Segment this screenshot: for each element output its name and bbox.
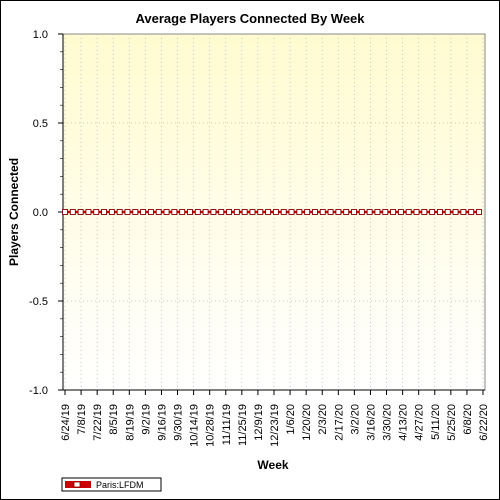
data-point xyxy=(296,209,303,215)
grid xyxy=(63,34,485,390)
x-tick-label: 4/13/20 xyxy=(398,404,410,441)
data-point xyxy=(202,209,209,215)
legend-label: Paris:LFDM xyxy=(96,480,144,490)
x-tick-label: 12/23/19 xyxy=(269,404,281,447)
data-point xyxy=(413,209,420,215)
x-tick-label: 10/14/19 xyxy=(189,404,201,447)
data-point xyxy=(335,209,342,215)
data-point xyxy=(374,209,381,215)
data-point xyxy=(163,209,170,215)
x-tick-label: 9/30/19 xyxy=(173,404,185,441)
x-tick-label: 1/6/20 xyxy=(285,404,297,435)
x-tick-label: 8/5/19 xyxy=(108,404,120,435)
data-point xyxy=(218,209,225,215)
data-point xyxy=(124,209,131,215)
y-axis: 1.0 0.5 0.0 -0.5 -1.0 xyxy=(29,29,63,397)
data-point xyxy=(140,209,147,215)
data-point xyxy=(288,209,295,215)
data-point xyxy=(101,209,108,215)
x-tick-label: 2/17/20 xyxy=(333,404,345,441)
data-point xyxy=(108,209,115,215)
x-tick-label: 6/22/20 xyxy=(478,404,490,441)
data-point xyxy=(397,209,404,215)
data-point xyxy=(210,209,217,215)
data-point xyxy=(62,209,68,215)
data-point xyxy=(272,209,279,215)
data-point xyxy=(436,209,443,215)
x-tick-label: 6/24/19 xyxy=(60,404,72,441)
legend: Paris:LFDM xyxy=(61,477,162,492)
data-point xyxy=(179,209,186,215)
data-point xyxy=(452,209,459,215)
x-axis: 6/24/19 7/8/19 7/22/19 8/5/19 8/19/19 9/2/19 9… xyxy=(60,390,490,447)
data-point xyxy=(265,209,272,215)
data-point xyxy=(85,209,92,215)
x-tick-label: 5/11/20 xyxy=(430,404,442,440)
data-point xyxy=(358,209,365,215)
x-tick-label: 12/9/19 xyxy=(253,404,265,441)
data-point xyxy=(147,209,154,215)
x-tick-label: 9/2/19 xyxy=(140,404,152,435)
x-tick-label: 10/28/19 xyxy=(205,404,217,447)
y-axis-label: Players Connected xyxy=(7,158,21,266)
data-point xyxy=(171,209,178,215)
data-point xyxy=(241,209,248,215)
series-paris-lfdm xyxy=(62,209,482,215)
data-point xyxy=(405,209,412,215)
y-tick-label: 1.0 xyxy=(33,29,48,41)
data-point xyxy=(132,209,139,215)
data-point xyxy=(257,209,264,215)
data-point xyxy=(280,209,287,215)
data-point xyxy=(226,209,232,215)
x-tick-label: 3/30/20 xyxy=(382,404,394,441)
x-tick-label: 7/8/19 xyxy=(76,404,88,435)
data-point xyxy=(351,209,357,215)
data-point xyxy=(194,209,201,215)
data-point xyxy=(343,209,350,215)
data-point xyxy=(319,209,326,215)
data-point xyxy=(382,209,389,215)
x-tick-label: 11/11/19 xyxy=(221,404,233,445)
data-point xyxy=(312,209,318,215)
data-point xyxy=(476,209,482,215)
x-tick-label: 9/16/19 xyxy=(156,404,168,441)
data-point xyxy=(233,209,240,215)
x-tick-label: 4/27/20 xyxy=(414,404,426,441)
data-point xyxy=(468,209,475,215)
data-point xyxy=(421,209,428,215)
data-point xyxy=(155,209,162,215)
y-tick-label: 0.0 xyxy=(33,207,48,219)
data-point xyxy=(249,209,256,215)
x-tick-label: 8/19/19 xyxy=(124,404,136,441)
data-point xyxy=(69,209,76,215)
x-tick-label: 11/25/19 xyxy=(237,404,249,446)
x-tick-label: 5/25/20 xyxy=(446,404,458,441)
data-point xyxy=(304,209,311,215)
x-tick-label: 2/3/20 xyxy=(317,404,329,435)
y-tick-label: -0.5 xyxy=(29,296,48,308)
data-point xyxy=(327,209,334,215)
data-point xyxy=(187,209,193,215)
data-point xyxy=(366,209,373,215)
y-tick-label: -1.0 xyxy=(29,385,48,397)
data-point xyxy=(93,209,100,215)
x-tick-label: 3/16/20 xyxy=(365,404,377,441)
data-point xyxy=(444,209,451,215)
data-point xyxy=(429,209,436,215)
legend-marker xyxy=(73,481,81,488)
x-tick-label: 7/22/19 xyxy=(92,404,104,441)
data-point xyxy=(116,209,123,215)
x-tick-label: 3/2/20 xyxy=(349,404,361,435)
y-tick-label: 0.5 xyxy=(33,118,48,130)
x-tick-label: 1/20/20 xyxy=(301,404,313,441)
x-tick-label: 6/8/20 xyxy=(462,404,474,435)
data-point xyxy=(460,209,467,215)
x-axis-label: Week xyxy=(257,458,288,472)
data-point xyxy=(77,209,84,215)
chart-title: Average Players Connected By Week xyxy=(135,11,365,26)
data-point xyxy=(390,209,397,215)
